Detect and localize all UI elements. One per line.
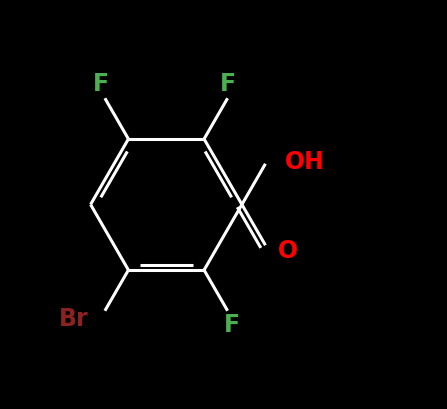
Text: F: F	[93, 72, 109, 96]
Text: O: O	[278, 239, 298, 263]
Text: F: F	[219, 72, 236, 96]
Text: Br: Br	[59, 307, 89, 331]
Text: F: F	[224, 313, 240, 337]
Text: OH: OH	[285, 150, 325, 174]
